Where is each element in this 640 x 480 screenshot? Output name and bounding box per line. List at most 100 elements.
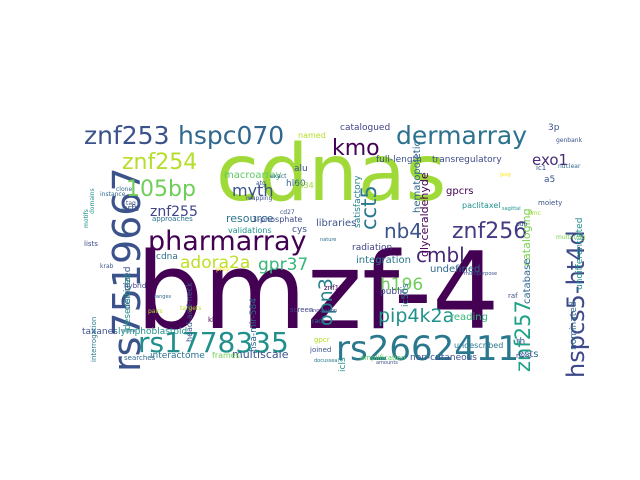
cloud-word: cataloging [520, 208, 533, 266]
cloud-word: named [298, 131, 326, 140]
cloud-word: cct5 [357, 185, 381, 230]
cloud-word: exact [270, 173, 287, 180]
cloud-word: hematopoietic [412, 141, 423, 213]
cloud-word: icls [338, 357, 348, 372]
cloud-word: signal [122, 328, 137, 334]
cloud-word: undescribed [454, 341, 503, 350]
cloud-word: amplification [360, 354, 405, 362]
cloud-word: 3p [548, 123, 560, 133]
cloud-word: nuclear [558, 163, 581, 170]
cloud-word: mapping [246, 195, 273, 202]
cloud-word: pmc [528, 210, 541, 217]
cloud-word: 3-phosphate [252, 215, 302, 224]
cloud-word: interactome [150, 351, 205, 361]
cloud-word: ic50s [401, 283, 411, 307]
cloud-word: ranges [154, 294, 172, 300]
cloud-word: public [380, 287, 407, 297]
cloud-word: ic1 [536, 164, 546, 172]
cloud-word: rs2662411 [336, 329, 519, 369]
cloud-word: searches [124, 354, 156, 362]
cloud-word: deionized [123, 267, 133, 310]
cloud-word: pharmarray [148, 226, 307, 257]
cloud-word: domains [89, 188, 96, 214]
cloud-word: resource [226, 212, 274, 225]
cloud-word: moiety [538, 199, 562, 207]
cloud-word: prey [216, 266, 230, 273]
cloud-word: approaches [152, 215, 193, 223]
cloud-word: 105bp [126, 177, 196, 202]
cloud-word: lists [84, 240, 98, 248]
cloud-word: macroarray [224, 170, 282, 181]
cloud-word: znf253 [84, 121, 170, 150]
cloud-word: kmo [332, 136, 380, 161]
cloud-word: nominated [569, 302, 579, 350]
cloud-word: cd27 [280, 209, 295, 216]
cloud-word: cdnas [216, 129, 446, 219]
cloud-word: annotation [310, 308, 337, 314]
cloud-word: alu [294, 164, 308, 174]
cloud-word: clone [116, 186, 132, 193]
cloud-word: riv-2 [516, 352, 532, 360]
cloud-word: lymphoblastoid [118, 327, 187, 337]
cloud-word: bmzf-4 [136, 230, 499, 353]
cloud-word: multiscale [232, 348, 289, 361]
cloud-word: multi-ring [556, 234, 585, 241]
cloud-word: docusseal [314, 358, 339, 364]
cloud-word: ests [518, 349, 539, 360]
cloud-word: cd34 [294, 181, 314, 190]
cloud-word: exo1 [532, 151, 568, 169]
cloud-word: transregulatory [432, 155, 502, 165]
cloud-word: opn3 [315, 278, 337, 326]
cloud-word: catabase [522, 258, 533, 304]
cloud-word: cdna [156, 252, 178, 262]
cloud-word: joined [309, 346, 331, 354]
cloud-word: h196 [380, 275, 423, 295]
cloud-word: hybrid [124, 282, 146, 290]
cloud-word: pip4k2a [378, 305, 454, 327]
cloud-word: motifs [83, 209, 90, 228]
cloud-word: desensitized [123, 274, 133, 330]
cloud-word: gpcr [314, 336, 330, 344]
cloud-word: nature [320, 237, 336, 243]
cloud-word: cmbl [416, 243, 465, 267]
cloud-word: instance [100, 191, 126, 198]
cloud-word: interrogation [90, 317, 98, 362]
cloud-word: satisfactory [353, 175, 363, 228]
cloud-word: undifferentiated [575, 218, 585, 290]
cloud-word: atg [256, 180, 266, 187]
cloud-word: sagittal [502, 206, 521, 212]
cloud-word: head-and-neck [185, 282, 194, 342]
cloud-word: paclitaxel [462, 201, 501, 210]
cloud-word: hsa-mir-584 [249, 298, 259, 352]
cloud-word: nb4 [384, 219, 422, 243]
cloud-word: raf [508, 292, 518, 300]
cloud-word: taxanes [82, 327, 118, 337]
cloud-word: a5 [544, 175, 555, 185]
cloud-word: znf257 [511, 300, 535, 372]
cloud-word: rh [516, 337, 525, 347]
cloud-word: znf191 [324, 284, 348, 292]
cloud-word: libraries [316, 218, 356, 229]
cloud-word: reading [450, 312, 488, 323]
cloud-word: jpeg [499, 172, 511, 178]
cloud-word: radiation [352, 243, 392, 253]
cloud-word: dermarray [396, 121, 527, 150]
cloud-word: full-length [376, 155, 422, 165]
cloud-word: taq [126, 200, 136, 207]
cloud-word: gpr37 [258, 255, 308, 275]
cloud-word: amounts [376, 360, 398, 366]
cloud-word: myth [232, 181, 273, 200]
cloud-word: screen [290, 306, 313, 314]
cloud-word: znf254 [122, 150, 197, 175]
cloud-word: gpcrs [446, 186, 474, 197]
cloud-word: frames [212, 351, 240, 360]
cloud-word: targets [180, 305, 201, 312]
cloud-word: kb [208, 316, 217, 324]
cloud-word: catalogued [340, 123, 390, 133]
cloud-word: pairs [148, 308, 163, 315]
cloud-word: race [312, 318, 325, 325]
cloud-word: rs7519667 [105, 167, 149, 372]
cloud-word: znf256 [452, 219, 527, 244]
cloud-word: hl60 [286, 179, 306, 189]
